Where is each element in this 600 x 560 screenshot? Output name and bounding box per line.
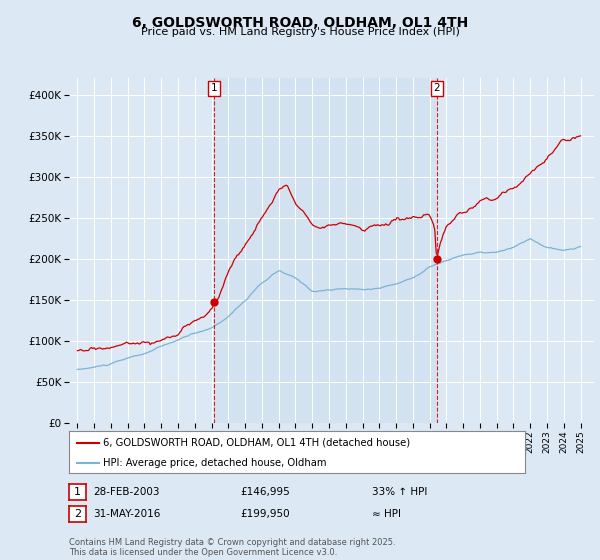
Text: 33% ↑ HPI: 33% ↑ HPI [372,487,427,497]
Text: 1: 1 [74,487,81,497]
Bar [214,78,437,423]
Text: £199,950: £199,950 [240,509,290,519]
Text: HPI: Average price, detached house, Oldham: HPI: Average price, detached house, Oldh… [103,458,326,468]
Text: 1: 1 [211,83,217,94]
Text: 2: 2 [433,83,440,94]
Text: 2: 2 [74,509,81,519]
Text: 6, GOLDSWORTH ROAD, OLDHAM, OL1 4TH (detached house): 6, GOLDSWORTH ROAD, OLDHAM, OL1 4TH (det… [103,437,410,447]
Text: 6, GOLDSWORTH ROAD, OLDHAM, OL1 4TH: 6, GOLDSWORTH ROAD, OLDHAM, OL1 4TH [132,16,468,30]
Text: Contains HM Land Registry data © Crown copyright and database right 2025.
This d: Contains HM Land Registry data © Crown c… [69,538,395,557]
Text: 28-FEB-2003: 28-FEB-2003 [93,487,160,497]
Text: 31-MAY-2016: 31-MAY-2016 [93,509,160,519]
Text: Price paid vs. HM Land Registry's House Price Index (HPI): Price paid vs. HM Land Registry's House … [140,27,460,37]
Text: £146,995: £146,995 [240,487,290,497]
Text: ≈ HPI: ≈ HPI [372,509,401,519]
